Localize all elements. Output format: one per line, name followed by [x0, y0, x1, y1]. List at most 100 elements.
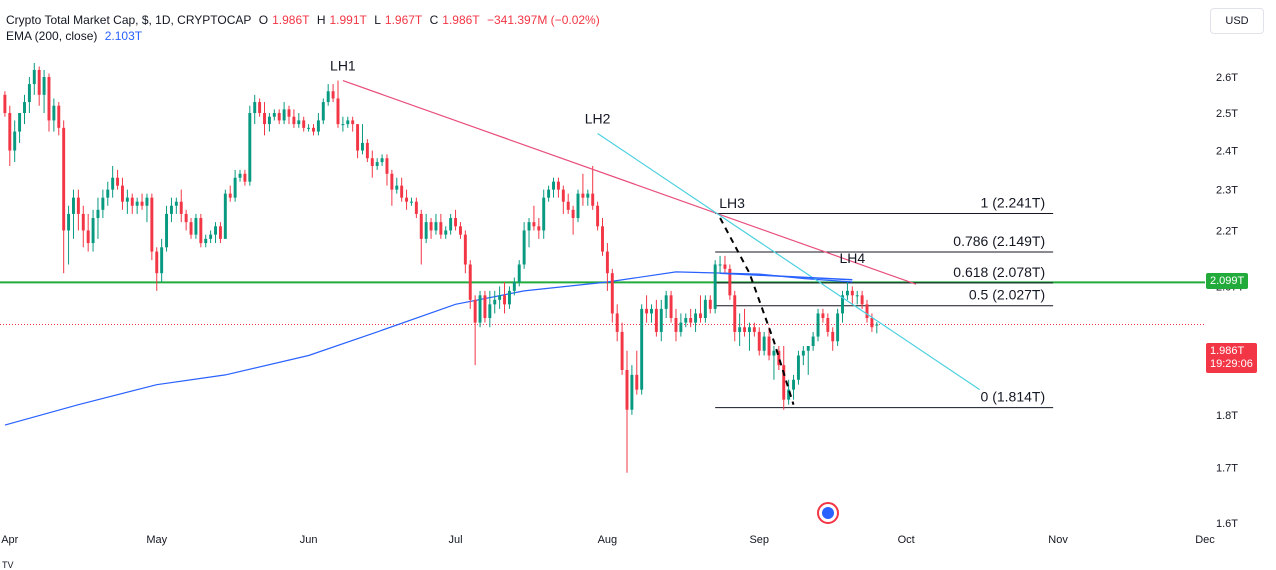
candle-body [72, 197, 75, 214]
trendline-lh4 [720, 272, 853, 281]
candle-body [517, 264, 521, 282]
candle-body [654, 308, 658, 332]
candle-body [184, 213, 188, 223]
open-label: O [258, 13, 269, 27]
candle-body [243, 173, 247, 182]
open-value: 1.986T [272, 13, 310, 27]
candle-body [708, 299, 712, 309]
candle-body [801, 350, 805, 356]
candle-body [591, 193, 595, 206]
candle-body [645, 308, 649, 314]
candle-body [18, 113, 22, 132]
candle-body [76, 197, 80, 214]
candle-body [630, 374, 634, 410]
candle-body [258, 102, 262, 114]
candle-body [733, 295, 737, 332]
x-tick-label: Nov [1048, 534, 1068, 546]
fib-level-label: 0.5 (2.027T) [969, 287, 1045, 303]
annotation-label: LH1 [330, 58, 356, 74]
candle-body [356, 124, 360, 151]
candle-body [468, 264, 472, 300]
candle-body [86, 230, 90, 244]
last-price-tag: 1.986T 19:29:06 [1206, 343, 1257, 373]
candle-body [718, 264, 722, 266]
candle-body [836, 313, 840, 342]
candle-body [855, 295, 859, 297]
x-tick-label: May [146, 534, 167, 546]
tradingview-logo-icon[interactable]: TV [2, 560, 14, 570]
candle-body [669, 295, 673, 319]
symbol-title: Crypto Total Market Cap, $, 1D, CRYPTOCA… [6, 13, 252, 27]
candle-body [169, 205, 173, 214]
candle-body [586, 193, 590, 198]
candle-body [689, 318, 693, 323]
candle-body [223, 193, 227, 239]
close-label: C [429, 13, 439, 27]
candle-body [831, 331, 835, 342]
candle-body [165, 213, 169, 248]
candle-body [777, 350, 781, 366]
fib-level-label: 0.618 (2.078T) [953, 264, 1045, 280]
ema-label[interactable]: EMA (200, close) [6, 29, 98, 43]
candle-body [32, 69, 36, 85]
x-tick-label: Sep [749, 534, 769, 546]
candle-body [498, 295, 502, 300]
candle-body [120, 185, 124, 202]
candle-body [527, 222, 531, 231]
candle-body [747, 327, 751, 332]
candle-body [116, 177, 120, 186]
ema-value: 2.103T [104, 29, 143, 43]
candle-body [395, 185, 399, 190]
candle-body [361, 142, 364, 151]
candle-body [351, 120, 355, 125]
candle-body [512, 281, 516, 291]
candle-body [796, 355, 800, 380]
candle-body [625, 369, 629, 410]
candle-body [42, 77, 46, 95]
candle-body [424, 222, 428, 239]
candle-body [209, 234, 213, 239]
candle-body [752, 327, 756, 332]
candle-body [434, 222, 438, 231]
candle-body [601, 226, 604, 252]
candle-body [713, 264, 717, 309]
candle-body [679, 322, 683, 332]
candle-body [409, 201, 413, 203]
candle-body [145, 197, 149, 206]
candle-body [375, 162, 379, 166]
candle-body [321, 102, 325, 121]
candle-body [458, 226, 462, 235]
candle-body [194, 218, 198, 235]
candle-body [326, 91, 330, 103]
candle-body [233, 177, 237, 198]
high-value: 1.991T [329, 13, 367, 27]
high-label: H [316, 13, 326, 27]
y-tick-label: 1.6T [1216, 518, 1238, 530]
candle-body [635, 374, 639, 390]
candle-body [405, 197, 409, 202]
x-tick-label: Aug [598, 534, 618, 546]
candle-body [101, 197, 105, 210]
us-flag-event-icon-center [822, 507, 834, 519]
candle-body [507, 290, 511, 305]
y-tick-label: 2.5T [1216, 108, 1238, 120]
candle-body [27, 84, 31, 103]
candle-body [419, 213, 423, 239]
ema-200-line [4, 271, 853, 426]
x-tick-label: Dec [1195, 534, 1215, 546]
candle-body [267, 116, 271, 125]
annotation-label: LH4 [839, 250, 865, 266]
bar-countdown: 19:29:06 [1210, 358, 1253, 370]
change-value: −341.397M (−0.02%) [486, 13, 600, 27]
candle-body [385, 158, 389, 174]
candle-body [204, 238, 208, 244]
currency-button[interactable]: USD [1210, 8, 1264, 34]
candle-body [650, 308, 653, 314]
candle-body [218, 226, 222, 239]
candle-body [297, 120, 301, 125]
candle-body [341, 124, 345, 126]
candle-body [620, 331, 624, 370]
candle-body [532, 222, 536, 227]
y-tick-label: 1.7T [1216, 462, 1238, 474]
